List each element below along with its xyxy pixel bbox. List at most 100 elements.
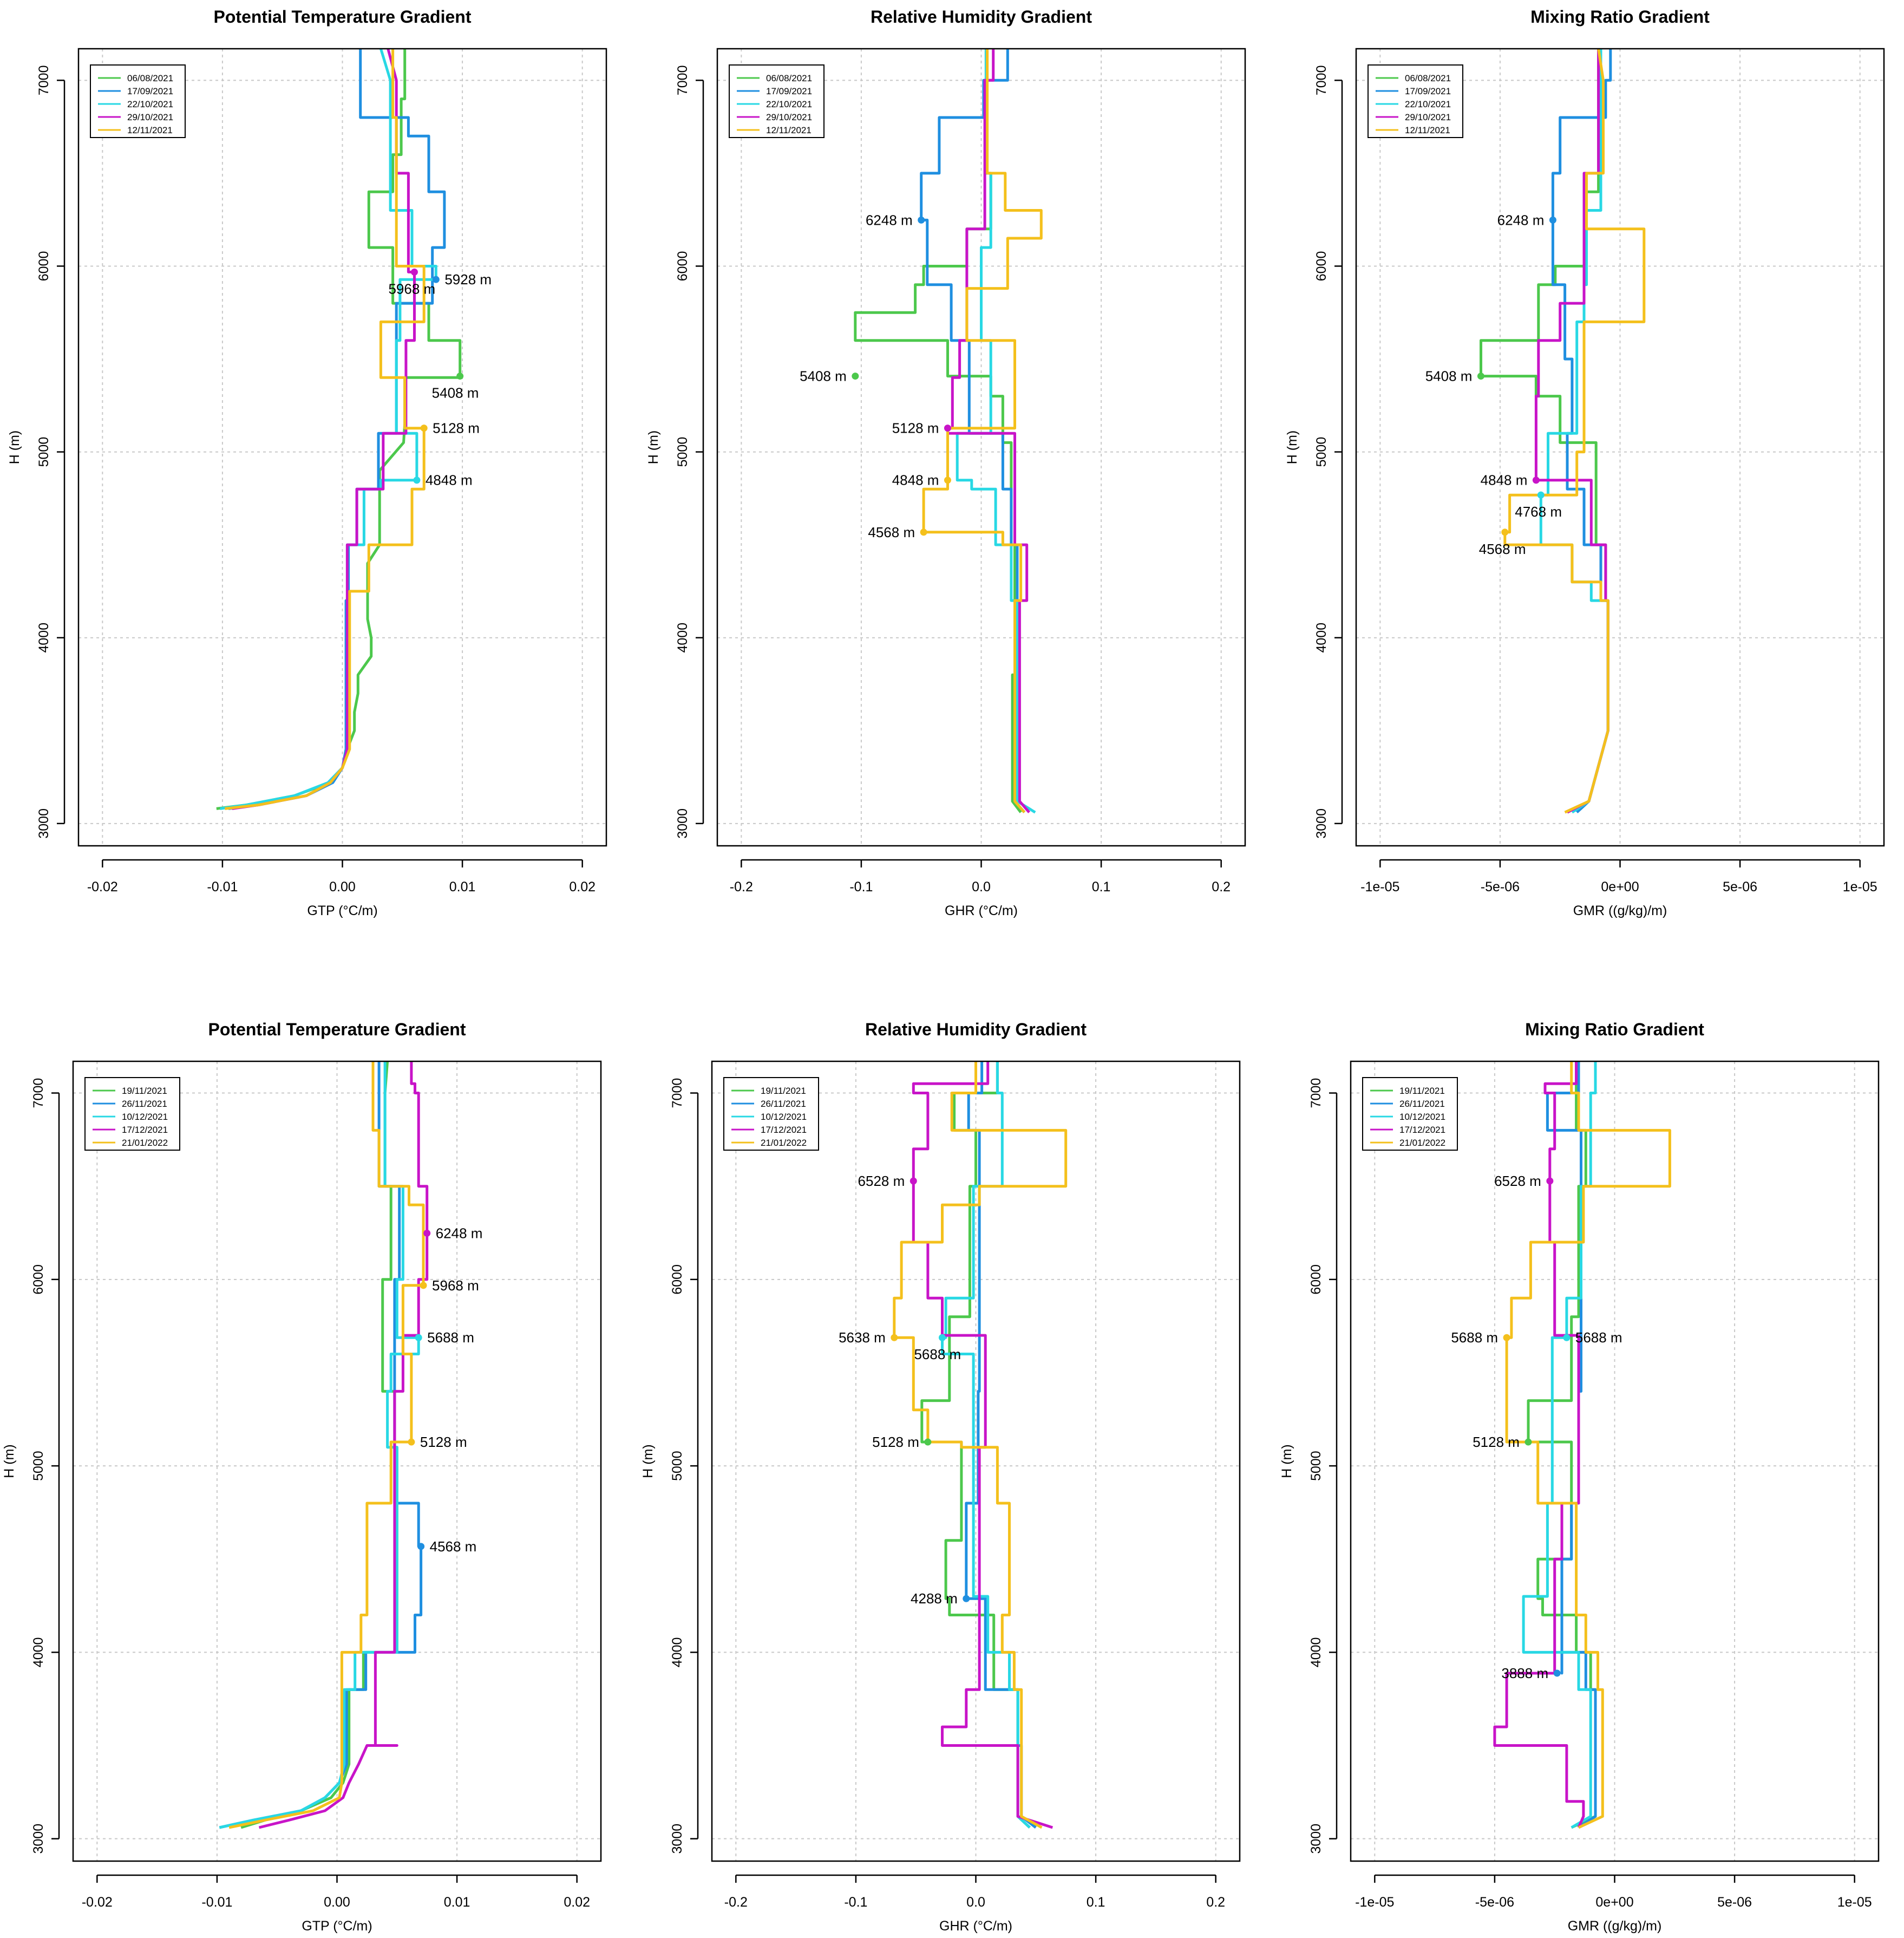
series-line-21-01-2022 <box>893 1061 1068 1829</box>
annotation-marker <box>1549 216 1556 224</box>
y-axis-label: H (m) <box>646 430 661 464</box>
annotation-label: 5128 m <box>892 420 939 436</box>
annotation-marker <box>920 528 927 536</box>
annotation-label: 5128 m <box>420 1434 467 1450</box>
chart-panel-4: Potential Temperature Gradient 6248 m 5968… <box>2 1020 602 1934</box>
annotation-label: 5688 m <box>427 1329 474 1346</box>
chart-title: Relative Humidity Gradient <box>865 1020 1087 1039</box>
annotation-label: 4568 m <box>430 1538 477 1555</box>
series-line-12-11-2021 <box>1503 48 1646 814</box>
annotation-marker <box>944 425 951 432</box>
annotation-label: 5128 m <box>1473 1434 1520 1450</box>
y-tick-label: 3000 <box>31 1824 46 1854</box>
annotation-marker <box>944 477 951 484</box>
y-tick-label: 5000 <box>670 1451 685 1481</box>
annotation-marker <box>410 268 418 276</box>
annotation-label: 5408 m <box>800 368 847 384</box>
x-tick-label: 0.0 <box>972 879 991 895</box>
annotation-marker <box>1532 477 1540 484</box>
legend-entry: 10/12/2021 <box>761 1112 807 1122</box>
series-line-12-11-2021 <box>922 49 1043 813</box>
y-tick-label: 3000 <box>1314 808 1329 839</box>
y-tick-label: 4000 <box>1314 623 1329 653</box>
legend-entry: 06/08/2021 <box>766 73 812 83</box>
series-line-12-11-2021 <box>225 49 426 810</box>
y-axis-label: H (m) <box>640 1444 656 1478</box>
y-axis-label: H (m) <box>1279 1444 1294 1478</box>
annotation-label: 5688 m <box>1451 1329 1498 1346</box>
series-line-21-01-2022 <box>228 1061 425 1829</box>
x-axis-label: GTP (°C/m) <box>307 903 377 918</box>
legend-entry: 17/09/2021 <box>127 86 173 96</box>
legend: 19/11/2021 26/11/2021 10/12/2021 17/12/2021… <box>84 1077 180 1151</box>
annotation-label: 5968 m <box>432 1277 479 1294</box>
annotation-marker <box>456 373 464 380</box>
annotation-label: 4568 m <box>868 524 915 540</box>
annotation-marker <box>1501 528 1509 536</box>
legend-entry: 29/10/2021 <box>127 112 173 122</box>
y-tick-label: 6000 <box>1308 1264 1324 1295</box>
annotation-label: 4288 m <box>911 1590 958 1607</box>
y-tick-label: 6000 <box>36 251 51 282</box>
y-tick-label: 3000 <box>670 1824 685 1854</box>
legend-entry: 21/01/2022 <box>122 1138 168 1148</box>
annotation-marker <box>417 1543 425 1550</box>
annotation-label: 4848 m <box>426 472 473 488</box>
legend-entry: 19/11/2021 <box>1399 1086 1445 1096</box>
x-tick-label: 1e-05 <box>1837 1895 1872 1910</box>
legend: 19/11/2021 26/11/2021 10/12/2021 17/12/2021… <box>1362 1077 1458 1151</box>
plot-frame <box>72 1060 602 1862</box>
annotation-label: 6528 m <box>1494 1173 1541 1189</box>
annotation-marker <box>1524 1438 1532 1446</box>
x-axis-label: GHR (°C/m) <box>945 903 1018 918</box>
x-tick-label: -1e-05 <box>1360 879 1399 895</box>
annotation-label: 4848 m <box>892 472 939 488</box>
y-tick-label: 3000 <box>1308 1824 1324 1854</box>
legend-entry: 10/12/2021 <box>122 1112 168 1122</box>
legend-box <box>1362 1077 1458 1151</box>
legend-entry: 26/11/2021 <box>1399 1099 1445 1109</box>
annotation-marker <box>938 1334 946 1341</box>
plot-frame <box>716 48 1246 847</box>
series-line-22-10-2021 <box>956 49 1036 814</box>
y-tick-label: 7000 <box>36 66 51 96</box>
annotation-marker <box>420 425 428 432</box>
x-tick-label: -0.02 <box>82 1895 113 1910</box>
legend-entry: 17/12/2021 <box>1399 1125 1445 1135</box>
x-tick-label: -5e-06 <box>1475 1895 1514 1910</box>
x-tick-label: 1e-05 <box>1843 879 1877 895</box>
annotation-marker <box>413 477 421 484</box>
legend-entry: 22/10/2021 <box>127 99 173 109</box>
legend-entry: 17/09/2021 <box>1405 86 1451 96</box>
y-tick-label: 5000 <box>36 437 51 467</box>
x-tick-label: 0.0 <box>966 1895 985 1910</box>
chart-title: Mixing Ratio Gradient <box>1530 7 1710 27</box>
annotation-marker <box>432 276 440 283</box>
y-tick-label: 4000 <box>31 1637 46 1668</box>
legend-entry: 26/11/2021 <box>761 1099 806 1109</box>
legend-entry: 21/01/2022 <box>1399 1138 1445 1148</box>
x-axis-label: GMR ((g/kg)/m) <box>1573 903 1667 918</box>
legend-entry: 19/11/2021 <box>761 1086 806 1096</box>
annotation-marker <box>1546 1177 1554 1185</box>
y-tick-label: 4000 <box>670 1637 685 1668</box>
annotation-marker <box>1503 1334 1510 1341</box>
x-tick-label: -1e-05 <box>1355 1895 1394 1910</box>
x-tick-label: -0.1 <box>849 879 873 895</box>
x-axis-label: GTP (°C/m) <box>302 1919 372 1934</box>
legend-entry: 26/11/2021 <box>122 1099 167 1109</box>
y-tick-label: 4000 <box>675 623 690 653</box>
annotation-marker <box>918 216 925 224</box>
annotation-label: 5128 m <box>872 1434 919 1450</box>
legend-entry: 22/10/2021 <box>766 99 812 109</box>
y-tick-label: 3000 <box>36 808 51 839</box>
legend-entry: 12/11/2021 <box>127 125 173 135</box>
y-tick-label: 5000 <box>675 437 690 467</box>
x-tick-label: 5e-06 <box>1723 879 1757 895</box>
legend-entry: 12/11/2021 <box>766 125 812 135</box>
y-axis-label: H (m) <box>1285 430 1300 464</box>
chart-panel-1: Potential Temperature Gradient 5928 m 5968… <box>7 7 607 918</box>
plot-frame <box>1350 1060 1880 1862</box>
annotation-marker <box>408 1438 415 1446</box>
